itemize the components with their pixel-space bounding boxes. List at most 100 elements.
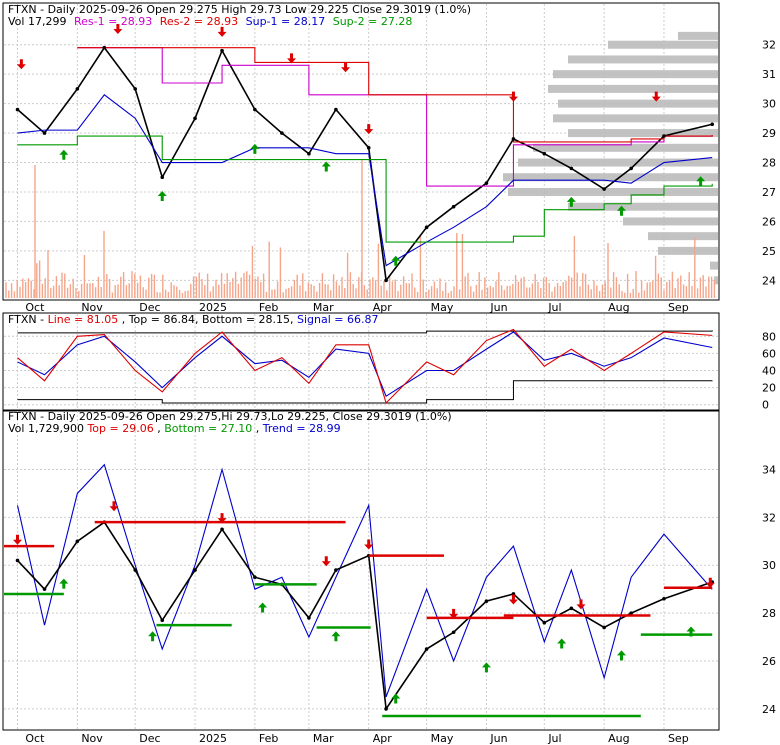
x-tick-label-top: Jul [547, 301, 561, 314]
volume-profile-bar [678, 31, 718, 40]
top-y-tick-label: 31 [762, 68, 776, 81]
price-point [710, 122, 715, 127]
bottom-y-tick-label: 28 [762, 607, 776, 620]
x-tick-label-bottom: Jul [547, 732, 561, 745]
bottom-price-point [542, 620, 547, 625]
x-tick-label-top: Jun [489, 301, 507, 314]
price-point [629, 166, 633, 171]
buy-arrow-icon [391, 255, 401, 266]
sell-arrow-icon [109, 501, 119, 512]
sell-arrow-icon [705, 577, 715, 588]
sell-arrow-icon [364, 539, 374, 550]
legend-bottom-sep2: , [256, 422, 263, 435]
bottom-price-point [451, 630, 456, 635]
buy-arrow-icon [331, 631, 341, 642]
bottom-price-point [569, 606, 574, 611]
bottom-panel-frame [2, 409, 720, 731]
x-tick-label-bottom: Aug [608, 732, 629, 745]
stoch-bottom-line [17, 380, 713, 404]
buy-arrow-icon [617, 650, 627, 661]
sell-arrow-icon [13, 534, 23, 545]
bottom-y-tick-label: 30 [762, 559, 776, 572]
volume-profile-bar [710, 261, 718, 270]
price-point [662, 134, 666, 138]
bottom-price-point [629, 611, 633, 615]
sell-arrow-icon [651, 91, 661, 102]
volume-profile-bar [608, 40, 718, 49]
sell-arrow-icon [508, 91, 518, 102]
legend-stoch-topbottom: , Top = 86.84, Bottom = 28.15, [122, 313, 297, 326]
buy-arrow-icon [157, 190, 167, 201]
bottom-price-point [220, 527, 224, 532]
sell-arrow-icon [449, 608, 459, 619]
volume-profile-bar [623, 217, 718, 226]
buy-arrow-icon [617, 205, 627, 216]
top-panel-frame [2, 2, 720, 301]
bottom-price-point [75, 539, 80, 544]
sell-arrow-icon [217, 26, 227, 37]
bottom-price-point [602, 625, 606, 630]
buy-arrow-icon [59, 578, 69, 589]
bottom-trend-line [16, 463, 713, 698]
volume-profile-bar [533, 143, 718, 152]
legend-bottom-volume: Vol 1,729,900 [8, 422, 87, 435]
volume-profile-bar [553, 70, 718, 79]
price-point [160, 175, 165, 180]
stoch-signal-line [17, 331, 713, 397]
bottom-price-line [16, 521, 713, 712]
bottom-y-tick-label: 34 [762, 464, 776, 477]
buy-arrow-icon [696, 176, 706, 187]
price-point [366, 146, 371, 150]
volume-profile-bar [568, 202, 718, 211]
stoch-y-tick-label: 0 [762, 399, 769, 412]
legend-sup2: Sup-2 = 27.28 [333, 15, 413, 28]
sell-arrow-icon [508, 594, 518, 605]
x-tick-label-top: Aug [608, 301, 629, 314]
stoch-y-tick-label: 60 [762, 347, 776, 360]
bottom-price-point [307, 616, 311, 620]
price-point [133, 87, 138, 91]
top-y-tick-label: 24 [762, 274, 776, 287]
volume-profile-bar [558, 99, 718, 108]
price-point [42, 131, 47, 135]
bottom-panel-title: FTXN - Daily 2025-09-26 Open 29.275,Hi 2… [8, 410, 452, 423]
x-tick-label-bottom: Apr [373, 732, 393, 745]
sell-arrow-icon [217, 513, 227, 524]
bottom-y-tick-label: 32 [762, 511, 776, 524]
bottom-price-point [384, 707, 388, 711]
series-sup-2-line [17, 135, 713, 243]
bottom-price-point [424, 647, 429, 651]
legend-sup1: Sup-1 = 28.17 [246, 15, 326, 28]
volume-profile-bar [648, 232, 718, 241]
top-y-tick-label: 26 [762, 215, 776, 228]
series-sup-1-line [17, 94, 713, 267]
price-point [602, 187, 606, 191]
bottom-panel-legend: Vol 1,729,900 Top = 29.06 , Bottom = 27.… [8, 422, 341, 435]
stoch-panel-frame [2, 312, 720, 412]
top-y-tick-label: 28 [762, 157, 776, 170]
legend-res1: Res-1 = 28.93 [74, 15, 152, 28]
legend-bottom-bottom: Bottom = 27.10 [164, 422, 252, 435]
volume-profile-bar [553, 114, 718, 123]
price-point [542, 151, 547, 156]
x-tick-label-bottom: May [431, 732, 454, 745]
legend-stoch-signal: Signal = 66.87 [297, 313, 379, 326]
x-tick-label-top: Oct [25, 301, 45, 314]
legend-res2: Res-2 = 28.93 [160, 15, 238, 28]
buy-arrow-icon [321, 161, 331, 172]
bottom-y-tick-label: 26 [762, 655, 776, 668]
series-res-2-line [77, 47, 713, 143]
price-point [75, 87, 80, 91]
sell-arrow-icon [321, 556, 331, 567]
stoch-y-tick-label: 20 [762, 382, 776, 395]
stoch-top-line [17, 330, 713, 334]
buy-arrow-icon [557, 638, 567, 649]
bottom-price-point [133, 568, 138, 572]
price-point [280, 131, 284, 135]
price-point [569, 166, 574, 171]
price-point [334, 107, 338, 112]
sell-arrow-icon [16, 59, 26, 70]
price-point [484, 181, 489, 185]
buy-arrow-icon [148, 631, 158, 642]
